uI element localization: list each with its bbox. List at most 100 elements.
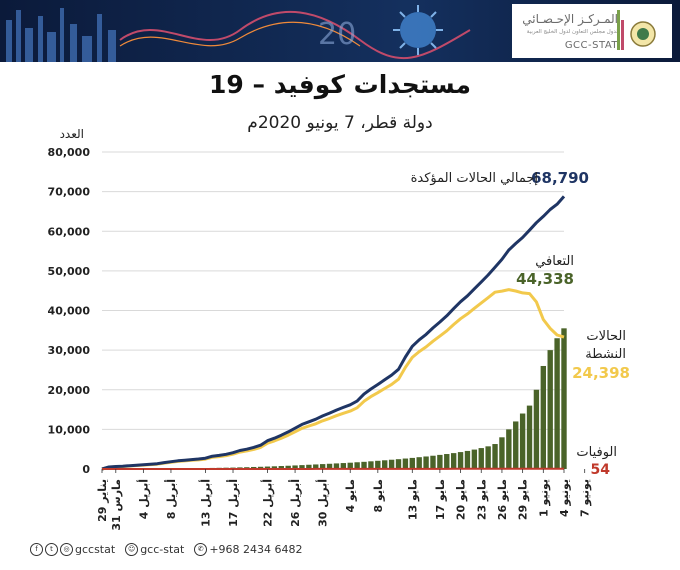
- x-tick-label: 31 مارس: [110, 479, 123, 531]
- total-line: [101, 195, 566, 471]
- x-tick-label: 17 أبريل: [226, 479, 240, 527]
- recovered-bar: [285, 465, 291, 469]
- total-value-label: 68,790: [531, 169, 589, 187]
- recovered-bar: [306, 464, 312, 469]
- recovered-bar: [423, 456, 429, 469]
- y-tick-label: 20,000: [48, 384, 91, 397]
- recovered-bar: [478, 448, 484, 469]
- recovered-bar: [382, 460, 388, 469]
- recovered-bar: [471, 449, 478, 469]
- gcc-emblem-icon: [630, 21, 656, 47]
- whatsapp-icon[interactable]: ✆: [194, 543, 208, 556]
- handle-gcc-stat[interactable]: gcc-stat: [140, 543, 185, 556]
- total-series-label: إجمالي الحالات المؤكدة: [411, 171, 538, 186]
- virus-icon: [393, 5, 443, 55]
- x-tick-label: 8 أبريل: [164, 479, 178, 519]
- series-lines: [101, 195, 566, 471]
- recovered-bar: [313, 464, 319, 469]
- recovered-bar: [547, 350, 553, 469]
- recovered-bar: [278, 466, 284, 469]
- wave-line-graphic: [119, 10, 471, 60]
- recovered-bar: [554, 338, 560, 469]
- x-tick-label: 20 مايو: [455, 479, 468, 520]
- org-sub-ar: لدول مجلس التعاون لدول الخليج العربية: [526, 29, 618, 35]
- recovered-bar: [361, 461, 367, 469]
- active-value-label: 24,398: [572, 364, 630, 382]
- recovered-bar: [347, 462, 353, 469]
- x-tick-label: 26 مايو: [496, 479, 509, 520]
- x-tick-label: 29 مايو: [517, 479, 530, 520]
- recovered-bar: [430, 455, 436, 469]
- deaths-value-label: 54: [591, 462, 611, 478]
- x-tick-label: 8 مايو: [372, 479, 385, 512]
- year-2020-graphic: 20: [318, 17, 356, 52]
- bar-graph-icon: [617, 10, 624, 50]
- recovered-bar: [437, 454, 443, 469]
- x-tick-label: 17 مايو: [434, 479, 447, 520]
- y-tick-label: 60,000: [48, 225, 91, 238]
- org-name-en: GCC-STAT: [564, 40, 618, 51]
- recovered-bar: [561, 328, 567, 469]
- recovered-bar: [340, 463, 347, 469]
- recovered-bar: [375, 460, 381, 469]
- recovered-bar: [388, 459, 395, 469]
- x-tick-label: 1 يونيو: [537, 479, 550, 517]
- recovered-bar: [326, 463, 333, 469]
- y-tick-label: 80,000: [48, 146, 91, 159]
- x-tick-label: 23 مايو: [475, 479, 488, 520]
- x-tick-label: 26 أبريل: [288, 479, 302, 527]
- recovered-bar: [368, 461, 374, 469]
- x-tick-label: 29 يناير: [96, 479, 109, 522]
- y-tick-label: 30,000: [48, 344, 91, 357]
- chart-title: مستجدات كوفيد – 19: [209, 70, 471, 99]
- x-tick-label: 13 أبريل: [198, 479, 212, 527]
- deaths-series-label: الوفيات: [576, 445, 617, 460]
- recovered-bar: [492, 444, 498, 469]
- y-axis-ticks: 0 10,000 20,000 30,000 40,000 50,000 60,000 70,…: [48, 127, 91, 476]
- recovered-bar: [464, 450, 471, 469]
- footer-contacts: f t ◎ gccstat ☺ gcc-stat ✆ +968 2434 648…: [30, 543, 303, 556]
- recovered-bar: [409, 457, 415, 469]
- x-tick-label: 4 أبريل: [136, 479, 150, 519]
- recovered-bar: [506, 429, 512, 469]
- recovered-bar: [319, 464, 326, 469]
- recovered-bar: [485, 446, 491, 469]
- recovered-series-label: التعافي: [535, 254, 574, 269]
- twitter-icon[interactable]: t: [45, 543, 58, 556]
- recovered-bar: [271, 466, 278, 469]
- x-tick-label: 13 مايو: [406, 479, 419, 520]
- active-series-label: الحالات النشطة: [585, 329, 626, 362]
- phone-number[interactable]: +968 2434 6482: [209, 543, 303, 556]
- recovered-bar: [526, 405, 533, 469]
- facebook-icon[interactable]: f: [30, 543, 43, 556]
- y-tick-label: 50,000: [48, 265, 91, 278]
- recovered-bar: [292, 465, 298, 469]
- y-tick-label: 40,000: [48, 305, 91, 318]
- handle-gccstat[interactable]: gccstat: [75, 543, 116, 556]
- recovered-bar: [519, 413, 526, 469]
- instagram-icon[interactable]: ◎: [60, 543, 73, 556]
- active-line: [101, 288, 565, 471]
- recovered-bar: [416, 457, 422, 469]
- recovered-bar: [444, 454, 450, 469]
- recovered-bar: [499, 437, 505, 469]
- recovered-bar: [264, 466, 271, 469]
- y-tick-label: 70,000: [48, 186, 91, 199]
- recovered-bar: [457, 452, 464, 469]
- snapchat-icon[interactable]: ☺: [125, 543, 139, 556]
- recovered-bar: [333, 463, 340, 469]
- gcc-stat-logo: المـركـز الإحـصـائي لدول مجلس التعاون لد…: [512, 4, 672, 58]
- recovered-bars: [106, 328, 567, 469]
- org-name-ar: المـركـز الإحـصـائي: [522, 12, 618, 26]
- recovered-bar: [354, 462, 360, 469]
- x-tick-label: 30 أبريل: [316, 479, 330, 527]
- recovered-bar: [257, 466, 264, 469]
- y-axis-label: العدد: [60, 127, 84, 141]
- x-tick-label: 7 يونيو: [579, 479, 592, 517]
- recovered-bar: [402, 458, 409, 469]
- recovered-bar: [513, 421, 519, 469]
- x-tick-label: 4 مايو: [344, 479, 357, 512]
- y-tick-label: 0: [82, 463, 90, 476]
